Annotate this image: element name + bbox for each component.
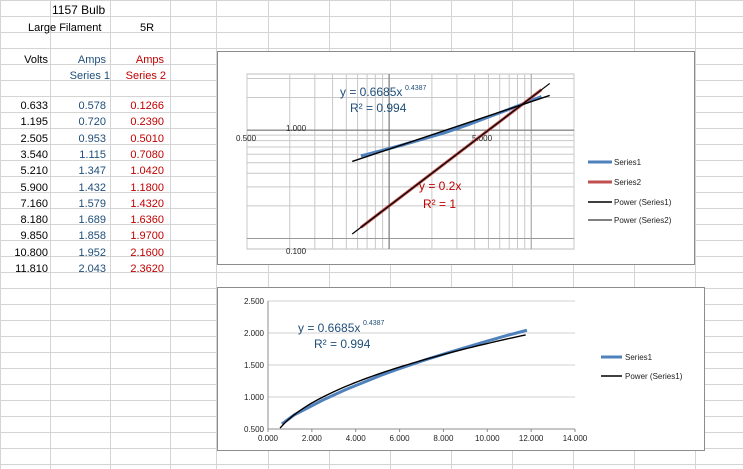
tick-label-y: 0.100 bbox=[286, 247, 307, 256]
header-series-2[interactable]: Series 2 bbox=[125, 70, 166, 82]
header-amps-1[interactable]: Amps bbox=[77, 54, 106, 66]
volts-cell[interactable]: 8.180 bbox=[20, 214, 48, 227]
amps-series2-cell[interactable]: 0.5010 bbox=[130, 132, 164, 145]
amps-series2-cell[interactable]: 0.2390 bbox=[130, 116, 164, 129]
trend-equation-exponent: 0.4387 bbox=[405, 85, 427, 92]
volts-cell[interactable]: 5.210 bbox=[20, 165, 48, 178]
power-trend-series1 bbox=[279, 334, 526, 429]
volts-cell[interactable]: 7.160 bbox=[20, 197, 48, 210]
power-trend-series1 bbox=[351, 94, 550, 163]
tick-label-x: 6.000 bbox=[390, 434, 411, 443]
volts-cell[interactable]: 3.540 bbox=[20, 148, 48, 161]
header-amps-2[interactable]: Amps bbox=[135, 54, 164, 66]
tick-label-x: 14.000 bbox=[563, 434, 588, 443]
tick-label-x: 10.000 bbox=[475, 434, 500, 443]
amps-series1-cell[interactable]: 1.347 bbox=[78, 165, 106, 178]
plot-area bbox=[246, 73, 575, 250]
legend-power-series1-label: Power (Series1) bbox=[625, 372, 683, 381]
sheet-title[interactable]: 1157 Bulb bbox=[52, 3, 106, 17]
amps-series1-cell[interactable]: 0.720 bbox=[78, 116, 106, 129]
amps-series2-cell[interactable]: 2.3620 bbox=[130, 263, 164, 275]
legend-series1-label: Series1 bbox=[625, 353, 653, 362]
volts-cell[interactable]: 11.810 bbox=[15, 263, 48, 275]
series1-line bbox=[360, 95, 543, 158]
trend-equation-series1: y = 0.6685x bbox=[340, 85, 402, 99]
volts-cell[interactable]: 0.633 bbox=[20, 100, 48, 112]
tick-label-x: 4.000 bbox=[346, 434, 367, 443]
log-chart[interactable]: 0.500 5.000 1.000 0.100 y = 0.6685x 0.4387 R² … bbox=[217, 51, 695, 265]
volts-cell[interactable]: 10.800 bbox=[14, 246, 48, 259]
header-series-1[interactable]: Series 1 bbox=[69, 70, 110, 82]
tick-label-x: 5.000 bbox=[472, 134, 493, 143]
tick-label-x: 0.000 bbox=[258, 434, 279, 443]
trend-r2-series2: R² = 1 bbox=[423, 197, 456, 211]
amps-series1-cell[interactable]: 1.858 bbox=[78, 230, 106, 243]
series1-line bbox=[280, 328, 528, 426]
amps-series1-cell[interactable]: 0.578 bbox=[78, 100, 106, 112]
amps-series1-cell[interactable]: 1.432 bbox=[78, 181, 106, 194]
trend-equation-exponent: 0.4387 bbox=[363, 320, 385, 327]
amps-series2-cell[interactable]: 0.1266 bbox=[130, 100, 164, 112]
amps-series1-cell[interactable]: 0.953 bbox=[78, 132, 106, 145]
tick-label-x: 0.500 bbox=[236, 134, 257, 143]
amps-series2-cell[interactable]: 1.1800 bbox=[130, 181, 164, 194]
trend-r2-series1: R² = 0.994 bbox=[314, 337, 371, 351]
amps-series2-cell[interactable]: 1.0420 bbox=[130, 165, 164, 178]
power-trend-series2 bbox=[351, 82, 551, 235]
tick-label-y: 2.000 bbox=[244, 329, 265, 338]
resistance-cell[interactable]: 5R bbox=[140, 22, 155, 34]
amps-series1-cell[interactable]: 1.579 bbox=[78, 197, 106, 210]
amps-series1-cell[interactable]: 1.689 bbox=[78, 214, 106, 227]
trend-equation-series1: y = 0.6685x bbox=[298, 321, 360, 335]
amps-series2-cell[interactable]: 1.4320 bbox=[130, 197, 164, 210]
volts-cell[interactable]: 2.505 bbox=[20, 132, 48, 145]
amps-series1-cell[interactable]: 2.043 bbox=[78, 263, 106, 275]
linear-chart[interactable]: 0.500 1.000 1.500 2.000 2.500 0.000 2.000 4.000… bbox=[217, 287, 705, 451]
sheet-subtitle[interactable]: Large Filament bbox=[28, 22, 102, 34]
amps-series1-cell[interactable]: 1.115 bbox=[79, 148, 106, 161]
legend-power-series2-label: Power (Series2) bbox=[614, 216, 672, 225]
tick-label-y: 1.000 bbox=[244, 393, 265, 402]
tick-label-y: 1.000 bbox=[286, 124, 307, 133]
amps-series2-cell[interactable]: 1.6360 bbox=[130, 214, 164, 227]
legend-power-series1-label: Power (Series1) bbox=[614, 198, 672, 207]
volts-cell[interactable]: 9.850 bbox=[20, 230, 48, 243]
amps-series2-cell[interactable]: 2.1600 bbox=[130, 246, 164, 259]
tick-label-x: 8.000 bbox=[433, 434, 454, 443]
log-chart-svg: 0.500 5.000 1.000 0.100 y = 0.6685x 0.4387 R² … bbox=[236, 73, 672, 256]
linear-chart-svg: 0.500 1.000 1.500 2.000 2.500 0.000 2.000 4.000… bbox=[244, 297, 683, 443]
legend-series1-label: Series1 bbox=[614, 158, 642, 167]
tick-label-y: 2.500 bbox=[244, 297, 265, 306]
trend-equation-series2: y = 0.2x bbox=[419, 179, 461, 193]
tick-label-x: 12.000 bbox=[519, 434, 544, 443]
volts-cell[interactable]: 1.195 bbox=[20, 116, 48, 129]
amps-series2-cell[interactable]: 1.9700 bbox=[130, 230, 164, 243]
tick-label-y: 1.500 bbox=[244, 361, 265, 370]
volts-cell[interactable]: 5.900 bbox=[20, 181, 48, 194]
amps-series1-cell[interactable]: 1.952 bbox=[78, 246, 106, 259]
amps-series2-cell[interactable]: 0.7080 bbox=[130, 148, 164, 161]
legend-series2-label: Series2 bbox=[614, 178, 642, 187]
tick-label-y: 0.500 bbox=[244, 425, 265, 434]
trend-r2-series1: R² = 0.994 bbox=[350, 101, 407, 115]
header-volts[interactable]: Volts bbox=[24, 54, 48, 66]
tick-label-x: 2.000 bbox=[302, 434, 323, 443]
